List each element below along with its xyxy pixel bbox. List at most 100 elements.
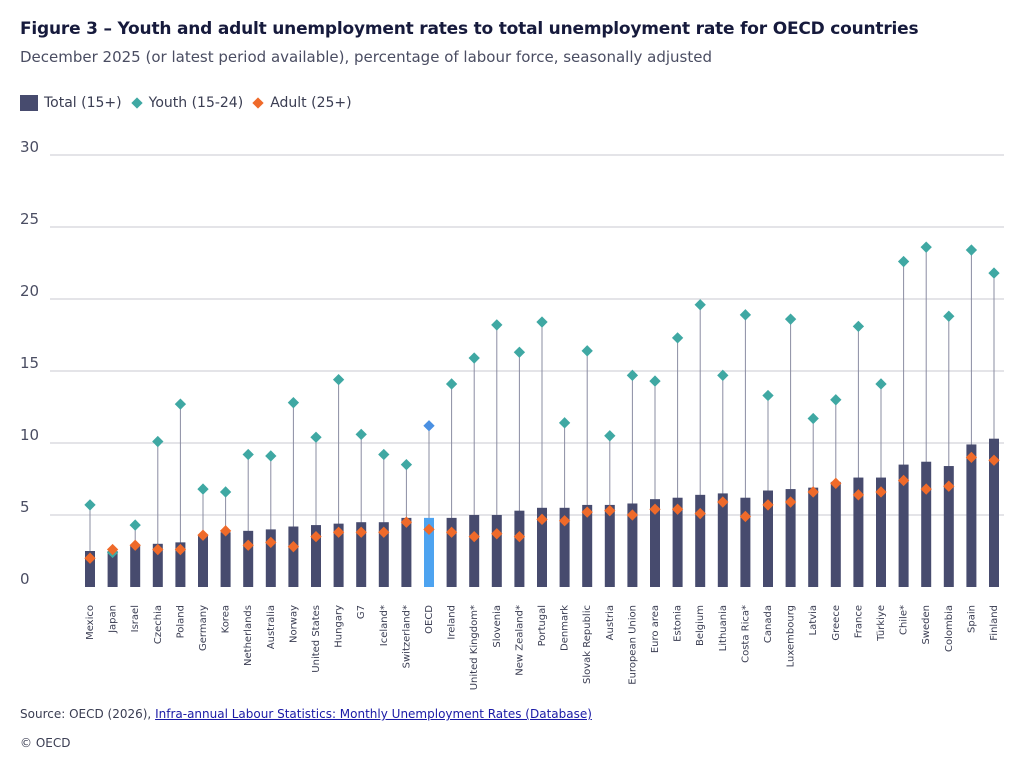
marker-adult [875,486,887,498]
marker-adult [174,543,187,556]
marker-youth [784,313,797,325]
x-category-label: G7 [356,605,367,619]
bar-total [785,489,796,587]
x-category-label: Israel [130,605,141,632]
legend-item-youth[interactable]: Youth (15-24) [130,95,243,111]
x-category-label: Czechia [153,605,164,644]
marker-adult [988,454,1000,466]
bar-total [152,543,163,587]
bar-total [130,545,141,587]
y-tick-label: 25 [20,210,39,228]
marker-adult [468,530,480,543]
marker-youth [265,450,277,462]
x-category-label: Canada [763,605,774,643]
bar-total [740,497,751,587]
marker-youth [445,378,458,390]
bar-total [627,503,638,587]
x-category-label: Chile* [899,605,910,635]
marker-adult [852,489,865,501]
marker-adult [242,539,254,551]
x-category-label: Australia [266,605,277,649]
marker-youth [920,241,932,253]
x-category-label: Poland [175,605,186,638]
bar-total [288,526,299,587]
marker-youth [581,345,593,357]
marker-adult [355,526,367,538]
marker-adult [378,526,390,538]
marker-adult [965,451,978,464]
marker-youth [694,299,706,311]
bar-total [378,522,389,587]
legend-item-adult[interactable]: Adult (25+) [251,95,352,111]
legend-adult-label: Adult (25+) [270,95,352,111]
y-tick-label: 5 [20,498,30,516]
marker-adult [536,513,548,525]
x-category-label: Portugal [537,605,548,646]
bar-total [175,542,186,587]
chart-title: Figure 3 – Youth and adult unemployment … [20,19,919,39]
x-axis-labels: Mexico Japan Israel Czechia Poland Germany Kor… [85,605,1000,691]
marker-youth [219,486,232,498]
bar-total [424,517,434,587]
marker-youth [242,448,254,461]
bar-total [85,551,95,587]
chart-subtitle: December 2025 (or latest period availabl… [20,48,712,66]
legend-total-swatch [20,95,38,111]
marker-adult [491,528,503,540]
x-category-label: Euro area [650,605,661,653]
legend-item-total[interactable]: Total (15+) [20,95,122,111]
bar-total [446,517,457,587]
bar-total [537,507,547,587]
source-link[interactable]: Infra-annual Labour Statistics: Monthly … [155,707,592,721]
marker-adult [558,515,571,527]
marker-youth [400,458,413,471]
x-category-label: Finland [989,605,1000,641]
bar-total [943,466,954,587]
x-category-label: Costa Rica* [740,605,751,663]
bar-total [469,515,480,587]
marker-youth [988,267,1000,279]
marker-youth [84,499,96,511]
marker-adult [739,510,752,523]
marker-youth [965,244,978,256]
bar-total [717,493,728,587]
source-note: Source: OECD (2026), Infra-annual Labour… [20,707,592,721]
marker-adult [332,526,345,538]
marker-youth [197,483,209,495]
bar-total [604,504,615,587]
bar-total [401,517,412,587]
bar-total [356,522,367,587]
marker-adult [152,543,164,556]
x-category-label: Belgium [695,605,706,646]
x-category-label: Spain [966,605,977,633]
bar-total [107,551,118,587]
source-prefix: Source: OECD (2026), [20,707,156,721]
unemployment-chart: 0 5 10 15 20 25 30 Mexico Japan Israel Czechia Pol… [20,138,1004,691]
bar-total [989,438,999,587]
marker-youth [943,310,955,322]
marker-youth [355,428,367,441]
x-category-label: Denmark [560,605,571,651]
x-category-label: Switzerland* [401,605,412,668]
marker-youth [332,373,345,386]
marker-youth [423,420,435,432]
marker-youth [491,319,503,331]
x-category-label: OECD [424,605,435,634]
marker-adult [604,505,616,517]
x-category-label: United States [311,605,322,673]
marker-adult [671,503,684,515]
x-category-label: Japan [108,605,119,634]
marker-youth [536,316,548,328]
bar-total [491,515,502,587]
x-category-label: France [853,605,864,638]
marker-adult [920,483,932,495]
marker-youth [852,320,865,333]
marker-adult [897,474,910,487]
marker-youth [649,375,661,387]
marker-youth [287,397,300,409]
marker-adult [717,496,729,508]
marker-youth [626,369,639,381]
bar-total [921,461,932,587]
marker-youth [129,519,141,531]
x-category-label: Sweden [921,605,932,645]
